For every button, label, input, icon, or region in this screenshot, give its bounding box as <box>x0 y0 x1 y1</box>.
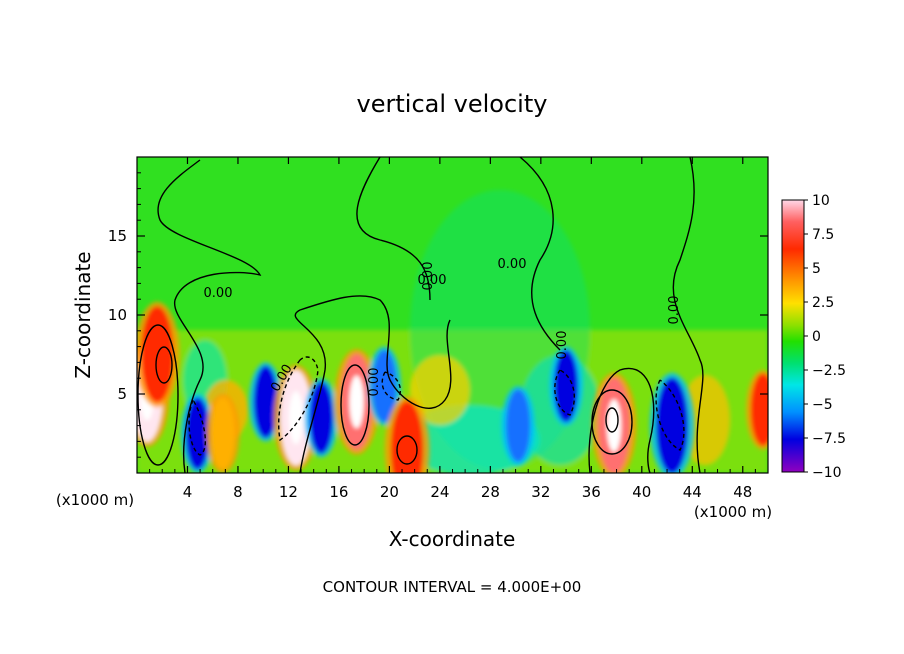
x-tick-label: 32 <box>531 483 550 501</box>
velocity-cell <box>372 350 397 423</box>
velocity-cell-core <box>288 391 304 445</box>
y-tick-label: 15 <box>108 227 127 245</box>
colorbar-tick-label: 7.5 <box>812 227 834 243</box>
velocity-cell <box>210 397 235 470</box>
contour-label: 0.00 <box>367 368 382 397</box>
contour-label: 0.00 <box>555 331 570 360</box>
colorbar-tick-label: 0 <box>812 329 821 345</box>
colorbar-tick-label: 2.5 <box>812 295 834 311</box>
contour-zero-3 <box>356 157 431 301</box>
x-axis-title: X-coordinate <box>389 527 516 551</box>
colorbar-ticks: 10 7.5 5 2.5 0 −2.5 −5 −7.5 −10 <box>804 193 846 481</box>
colorbar: 10 7.5 5 2.5 0 −2.5 −5 −7.5 −10 <box>781 193 846 481</box>
velocity-cell-core <box>349 375 364 429</box>
contour-label: 0.00 <box>418 273 447 288</box>
x-tick-label: 4 <box>183 483 193 501</box>
contour-zero-2 <box>294 295 452 473</box>
x-units-left: (x1000 m) <box>56 491 134 509</box>
x-units-right: (x1000 m) <box>694 503 772 521</box>
contour-red-16 <box>340 364 370 446</box>
contour-dashed-1 <box>188 399 206 456</box>
contour-red-21 <box>396 435 418 465</box>
contour-dashed-3 <box>655 379 685 451</box>
x-tick-label: 28 <box>481 483 500 501</box>
x-tick-label: 12 <box>279 483 298 501</box>
x-tick-label: 48 <box>733 483 752 501</box>
x-tick-label: 24 <box>430 483 449 501</box>
contour-label: 0.00 <box>498 257 527 272</box>
x-tick-label: 40 <box>632 483 651 501</box>
x-tick-label: 16 <box>329 483 348 501</box>
x-tick-label: 44 <box>683 483 702 501</box>
contour-zero-6 <box>588 367 655 473</box>
contour-red-inner-38 <box>605 407 619 433</box>
colorbar-tick-label: 10 <box>812 193 830 209</box>
contour-red-left <box>137 324 179 466</box>
colorbar-gradient <box>781 199 805 473</box>
contour-label: 0.00 <box>667 296 682 325</box>
contour-dashed-4 <box>554 369 576 416</box>
colorbar-tick-label: −10 <box>812 465 842 481</box>
contour-label: 0.00 <box>204 286 233 301</box>
velocity-cell <box>391 401 424 473</box>
colorbar-tick-label: −2.5 <box>812 363 846 379</box>
x-tick-label: 20 <box>380 483 399 501</box>
contour-zero-5 <box>672 157 704 473</box>
contour-lines <box>137 157 704 473</box>
plot-area: 0.000.00 0.000.000.000.000.000.00 <box>137 157 768 473</box>
y-tick-label: 5 <box>117 385 127 403</box>
velocity-cell <box>506 389 531 462</box>
velocity-cell-core <box>606 399 622 452</box>
x-tick-label: 8 <box>233 483 243 501</box>
contour-red-inner-left <box>155 346 173 384</box>
velocity-cell <box>554 350 579 423</box>
contour-dashed-2 <box>278 356 319 442</box>
colorbar-tick-label: 5 <box>812 261 821 277</box>
contour-label: 0.00 <box>421 262 436 291</box>
colorbar-tick-label: −7.5 <box>812 431 846 447</box>
velocity-cell <box>253 365 278 438</box>
velocity-cell <box>750 373 768 446</box>
contour-red-38 <box>591 389 633 455</box>
colorbar-tick-label: −5 <box>812 397 833 413</box>
contour-zero-4 <box>519 157 561 351</box>
velocity-cell <box>309 381 334 454</box>
contour-zero-1 <box>157 159 262 473</box>
x-tick-label: 36 <box>582 483 601 501</box>
contour-dashed-5 <box>381 371 402 401</box>
contour-interval-footer: CONTOUR INTERVAL = 4.000E+00 <box>323 578 582 596</box>
velocity-cell <box>656 377 689 473</box>
y-axis-title: Z-coordinate <box>71 251 95 378</box>
contour-labels: 0.000.00 0.000.000.000.000.000.00 <box>204 257 682 396</box>
chart-title: vertical velocity <box>357 90 548 118</box>
y-tick-label: 10 <box>108 306 127 324</box>
